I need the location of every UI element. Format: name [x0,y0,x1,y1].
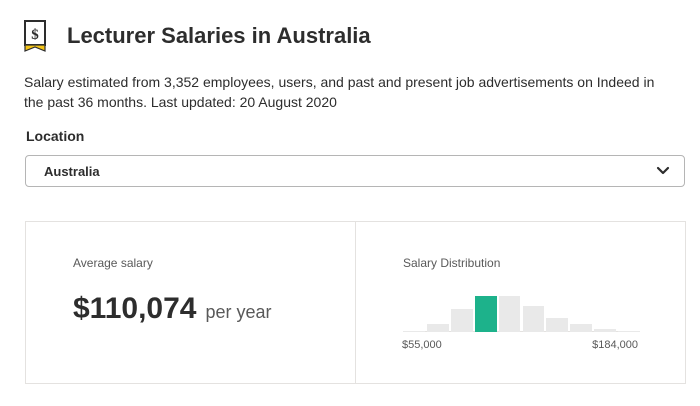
page-title: Lecturer Salaries in Australia [67,23,371,48]
page-header: $ Lecturer Salaries in Australia [24,20,371,52]
distribution-bar [618,330,640,332]
location-selected-value: Australia [44,163,100,179]
distribution-bar [570,324,593,332]
salary-dollar-icon: $ [24,20,46,52]
salary-distribution-chart [403,292,640,332]
distribution-bar [426,324,449,332]
salary-distribution-label: Salary Distribution [403,256,501,270]
svg-text:$: $ [31,27,39,43]
distribution-min-label: $55,000 [402,339,442,351]
distribution-bar [546,318,569,332]
average-salary-row: $110,074 per year [73,292,272,326]
average-salary-label: Average salary [73,256,153,270]
salary-card: Average salary $110,074 per year Salary … [25,221,686,384]
distribution-bar [474,296,497,332]
average-salary-value: $110,074 [73,292,197,325]
distribution-bar [450,308,473,332]
chevron-down-icon [656,166,670,175]
distribution-bar [403,330,425,332]
distribution-bar [498,296,521,332]
distribution-bar [522,306,545,332]
location-label: Location [26,128,85,144]
distribution-bar [594,329,617,332]
distribution-max-label: $184,000 [592,339,638,351]
distribution-baseline [403,331,640,332]
average-salary-panel: Average salary $110,074 per year [26,222,356,383]
average-salary-period: per year [205,302,272,322]
salary-distribution-panel: Salary Distribution $55,000 $184,000 [356,222,685,383]
salary-subtitle: Salary estimated from 3,352 employees, u… [24,74,655,110]
location-dropdown[interactable]: Australia [25,155,685,187]
